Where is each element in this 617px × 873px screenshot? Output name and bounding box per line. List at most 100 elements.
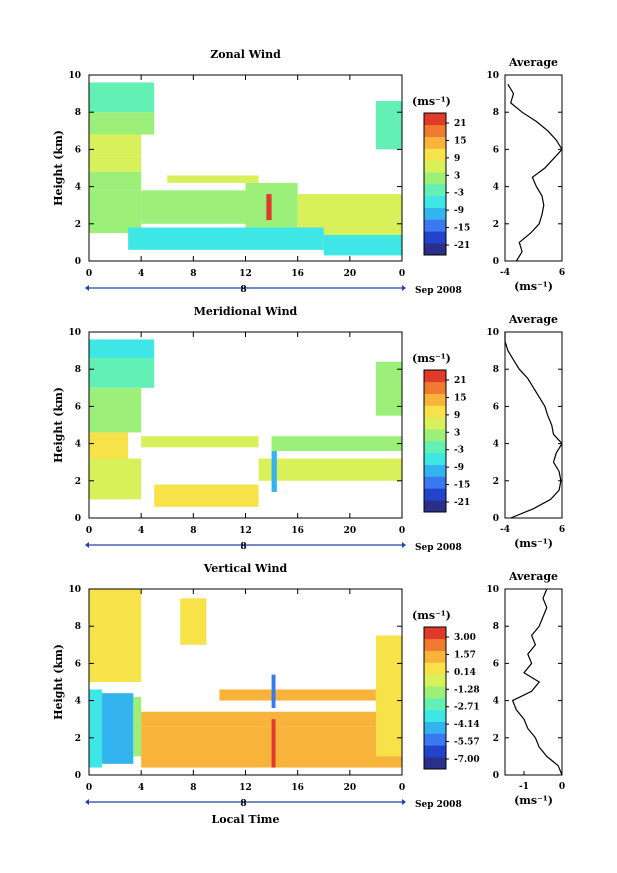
date-label: Sep 2008 [415,543,462,553]
date-label: Sep 2008 [415,286,462,296]
avg-y-tick-label: 2 [493,220,499,230]
colorbar-band [424,464,446,477]
colorbar-tick-label: 3 [454,428,460,438]
heatmap-cell [375,635,402,757]
colorbar-band [424,184,446,197]
colorbar-band [424,757,446,770]
x-tick-label: 0 [86,783,92,793]
colorbar-frame [423,112,447,256]
colorbar-tick-label: -21 [454,498,470,508]
colorbar-tick-label: -21 [454,241,470,251]
colorbar-tick-label: -3 [454,446,464,456]
y-tick-label: 4 [75,183,81,193]
y-axis-label: Height (km) [52,387,65,463]
colorbar-band [424,686,446,699]
heatmap-cell [89,171,142,191]
colorbar-unit: (ms⁻¹) [412,352,451,365]
x-tick-label: 0 [86,526,92,536]
panel-title: Meridional Wind [194,305,298,318]
day-line-arrow [85,285,89,291]
x-axis-label: Local Time [212,813,280,826]
avg-y-tick-label: 10 [486,71,499,81]
heatmap-cell [141,726,402,768]
colorbar-band [424,441,446,454]
y-tick-label: 6 [75,402,81,412]
day-label: 8 [240,799,246,809]
heatmap-cell [141,711,402,727]
avg-x-tick-label: -4 [500,268,510,278]
colorbar-tick-label: -3 [454,189,464,199]
x-tick-label: 20 [344,269,357,279]
x-tick-label: 0 [399,783,405,793]
y-axis-label: Height (km) [52,644,65,720]
avg-y-tick-label: 8 [493,365,499,375]
avg-y-tick-label: 0 [493,257,499,267]
day-line-arrow [402,799,406,805]
y-tick-label: 8 [75,108,81,118]
x-tick-label: 4 [138,526,144,536]
y-tick-label: 0 [75,257,81,267]
colorbar-band [424,476,446,489]
colorbar-band [424,627,446,640]
colorbar-frame [423,369,447,513]
heatmap-cell [271,674,276,709]
avg-y-tick-label: 2 [493,477,499,487]
colorbar-tick-label: 21 [454,119,467,129]
colorbar-band [424,243,446,256]
colorbar-tick-label: 3 [454,171,460,181]
y-axis-label: Height (km) [52,130,65,206]
y-tick-label: 4 [75,440,81,450]
y-tick-label: 10 [68,71,81,81]
colorbar-band [424,650,446,663]
panel-title: Vertical Wind [203,562,288,575]
avg-y-tick-label: 8 [493,108,499,118]
colorbar-band [424,745,446,758]
heatmap-cell [89,112,155,135]
x-tick-label: 8 [190,783,196,793]
heatmap-cell [89,358,155,388]
heatmap-cell [128,227,324,250]
avg-x-tick-label: -4 [500,525,510,535]
colorbar-tick-label: -2.71 [454,703,480,713]
avg-y-tick-label: 10 [486,585,499,595]
x-tick-label: 16 [291,783,304,793]
x-tick-label: 4 [138,269,144,279]
heatmap-cell [180,598,207,645]
date-label: Sep 2008 [415,800,462,810]
colorbar-band [424,405,446,418]
heatmap-cell [323,234,402,256]
heatmap-cell [266,194,272,221]
colorbar-band [424,721,446,734]
y-tick-label: 0 [75,514,81,524]
average-profile-line [504,332,563,519]
heatmap-cell [258,458,402,481]
y-tick-label: 10 [68,585,81,595]
colorbar-band [424,231,446,244]
heatmap-cell [154,484,259,507]
avg-y-tick-label: 4 [493,440,499,450]
colorbar-band [424,381,446,394]
panel-title: Zonal Wind [210,48,281,61]
colorbar-band [424,709,446,722]
colorbar-frame [423,626,447,770]
colorbar-tick-label: -15 [454,224,470,234]
avg-y-tick-label: 6 [493,402,499,412]
average-frame [504,331,563,519]
y-tick-label: 6 [75,145,81,155]
heatmap-cell [89,134,142,157]
colorbar-tick-label: 9 [454,154,460,164]
x-tick-label: 8 [190,269,196,279]
colorbar-band [424,674,446,687]
heatmap-cell [89,190,142,234]
colorbar-tick-label: -4.14 [454,720,480,730]
x-tick-label: 12 [239,269,252,279]
average-profile-line [511,588,563,776]
colorbar-tick-label: -7.00 [454,755,480,765]
heatmap-cell [89,156,142,172]
day-line-arrow [402,285,406,291]
colorbar-unit: (ms⁻¹) [412,609,451,622]
x-tick-label: 0 [399,526,405,536]
